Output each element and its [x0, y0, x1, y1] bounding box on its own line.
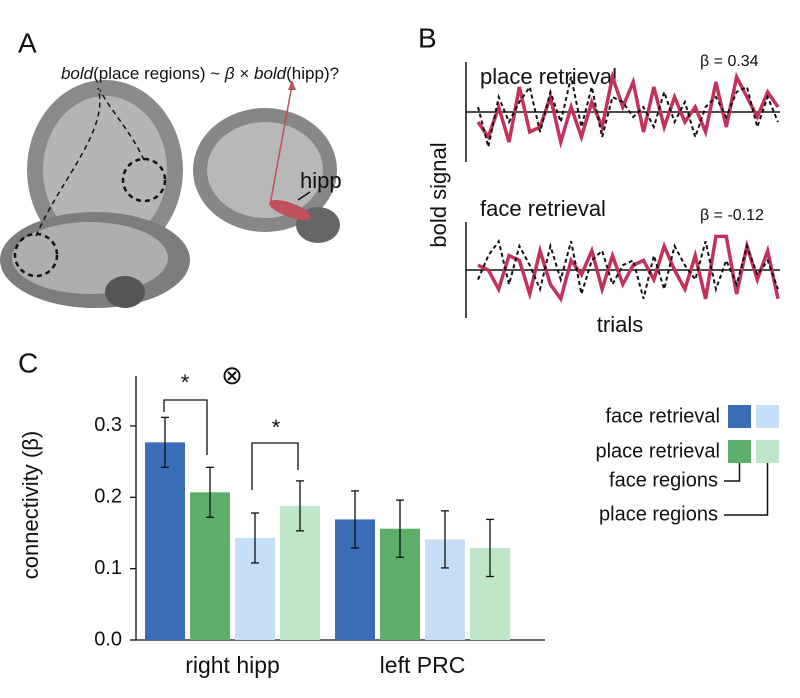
chart-title: face retrieval	[480, 196, 606, 221]
error-bar	[486, 518, 494, 578]
legend-swatch	[756, 405, 779, 428]
signal-line	[477, 238, 779, 300]
bar	[145, 442, 185, 640]
legend-swatch	[728, 405, 751, 428]
error-bar	[441, 510, 449, 569]
legend-label: place regions	[599, 503, 718, 525]
error-bar	[396, 499, 404, 558]
formula-part: bold	[254, 64, 287, 83]
y-tick-label: 0.3	[94, 414, 122, 436]
significance-brackets	[163, 399, 299, 490]
legend-label: place retrieval	[595, 440, 720, 462]
x-tick-label: right hipp	[185, 652, 280, 678]
annotation: β = -0.12	[700, 207, 764, 224]
x-axis-label: trials	[597, 312, 643, 337]
error-bar	[251, 512, 259, 564]
legend-label: face regions	[609, 469, 718, 491]
y-tick-label: 0.1	[94, 557, 122, 579]
y-axis-label: bold signal	[426, 142, 451, 247]
annotation: β = 0.34	[700, 53, 759, 70]
error-bar	[206, 466, 214, 518]
formula-part: ×	[235, 64, 254, 83]
error-bar	[351, 490, 359, 549]
x-tick-label: left PRC	[380, 652, 466, 678]
formula: bold(place regions) ~ β × bold(hipp)?	[61, 64, 339, 83]
formula-part: (hipp)?	[286, 64, 339, 83]
signal-line	[476, 70, 780, 149]
legend-label: face retrieval	[606, 405, 721, 427]
signal-line	[477, 234, 780, 303]
formula-part: (place regions) ~	[93, 64, 225, 83]
legend-swatch	[728, 440, 751, 463]
formula-part: β	[224, 64, 235, 83]
panel-label: A	[18, 27, 37, 58]
error-bar	[296, 480, 304, 532]
chart-title: place retrieval	[480, 64, 617, 89]
formula-part: bold	[61, 64, 94, 83]
region-label: hipp	[300, 168, 342, 193]
legend-connector	[724, 463, 741, 482]
y-tick-label: 0.2	[94, 486, 122, 508]
annotation: ⊗	[221, 360, 243, 390]
panel-label: B	[418, 22, 437, 53]
annotation: *	[272, 415, 281, 440]
signal-line	[477, 76, 779, 148]
legend-connector	[724, 463, 769, 516]
annotation: *	[181, 370, 190, 395]
y-axis-label: connectivity (β)	[18, 431, 43, 579]
panel-label: C	[18, 347, 38, 378]
y-tick-label: 0.0	[94, 628, 122, 650]
legend-swatch	[756, 440, 779, 463]
error-bar	[161, 416, 169, 468]
brain-images	[0, 80, 340, 308]
